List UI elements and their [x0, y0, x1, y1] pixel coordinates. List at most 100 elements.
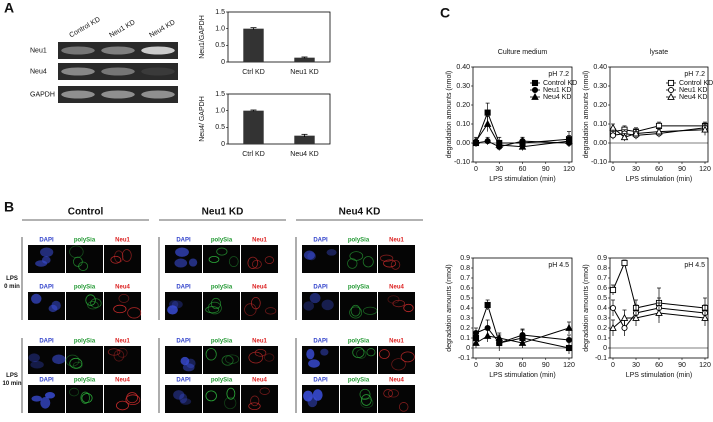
cell	[44, 392, 56, 399]
y-tick-label: 0.5	[460, 295, 470, 302]
cell	[303, 301, 315, 311]
legend-marker	[667, 79, 675, 87]
cell	[40, 247, 54, 258]
y-tick-label: 0.3	[460, 315, 470, 322]
legend-label: Neu4 KD	[543, 94, 571, 101]
panel-label: A	[4, 0, 14, 16]
cell	[188, 258, 198, 267]
micrograph	[378, 346, 415, 374]
micrograph	[241, 346, 278, 374]
channel-label: Neu1	[115, 339, 130, 345]
y-tick-label: 0.1	[460, 335, 470, 342]
y-tick-label: 0.5	[597, 295, 607, 302]
y-tick-label: 0.6	[597, 285, 607, 292]
y-tick-label: 0	[466, 345, 470, 352]
cell	[349, 306, 363, 319]
cell	[107, 348, 121, 356]
cell	[391, 358, 406, 371]
y-axis-label: degradation amounts (nmol)	[446, 264, 453, 352]
x-tick-label: Neu1 KD	[290, 69, 318, 76]
blot-band	[61, 46, 95, 55]
cell	[175, 247, 189, 257]
cell	[87, 301, 99, 310]
x-tick-label: Neu4 KD	[290, 151, 318, 158]
bar	[243, 28, 264, 63]
marker	[472, 329, 480, 337]
cell	[306, 348, 315, 360]
y-tick-label: 0.00	[593, 140, 607, 147]
cell	[362, 306, 378, 315]
condition-label: LPS	[6, 276, 18, 282]
channel-label: Neu4	[389, 285, 404, 291]
marker	[518, 338, 527, 346]
x-tick-label: 60	[655, 166, 663, 173]
cell	[259, 387, 270, 395]
cell	[35, 260, 48, 267]
condition-label: 10 min	[2, 381, 21, 387]
x-tick-label: 120	[563, 362, 575, 369]
cell	[205, 390, 217, 402]
marker	[609, 323, 617, 331]
y-tick-label: 0.4	[460, 305, 470, 312]
y-tick-label: 0	[221, 59, 225, 66]
channel-label: Neu4	[252, 378, 267, 384]
x-tick-label: 90	[542, 166, 550, 173]
micrograph	[66, 245, 103, 273]
cell	[247, 256, 259, 269]
x-tick-label: 60	[655, 362, 663, 369]
marker	[632, 313, 640, 321]
channel-label: DAPI	[39, 285, 54, 291]
channel-label: DAPI	[313, 339, 328, 345]
y-tick-label: 0.3	[597, 315, 607, 322]
marker	[472, 136, 480, 144]
y-tick-label: 1.5	[215, 9, 225, 16]
cell	[31, 395, 42, 402]
x-tick-label: 60	[519, 362, 527, 369]
marker	[701, 313, 709, 321]
channel-label: DAPI	[176, 339, 191, 345]
micrograph	[241, 385, 278, 413]
plot-frame	[227, 11, 331, 63]
annotation: pH 7.2	[684, 71, 705, 78]
row-label: Neu4	[30, 68, 47, 75]
marker	[655, 127, 663, 135]
cell	[174, 258, 188, 268]
marker	[609, 304, 617, 312]
cell	[72, 361, 83, 369]
panel-label: C	[440, 5, 450, 21]
channel-label: DAPI	[313, 285, 328, 291]
cell	[265, 307, 277, 315]
cell	[121, 249, 132, 262]
cell	[80, 391, 90, 404]
y-axis-label: Neu1/GAPDH	[199, 15, 206, 59]
x-tick-label: Ctrl KD	[242, 151, 265, 158]
channel-label: polySia	[211, 285, 233, 291]
x-axis-label: LPS stimulation (min)	[626, 372, 693, 379]
cell	[31, 293, 42, 304]
marker	[484, 109, 491, 116]
marker	[632, 129, 640, 137]
marker	[609, 132, 617, 139]
cell	[78, 261, 89, 271]
x-tick-label: 90	[542, 362, 550, 369]
x-tick-label: 0	[474, 166, 478, 173]
legend-label: Control KD	[679, 80, 713, 87]
x-axis-label: LPS stimulation (min)	[489, 176, 556, 183]
cell	[52, 354, 66, 365]
channel-label: polySia	[348, 238, 370, 244]
cell	[362, 256, 374, 268]
legend-label: Neu1 KD	[679, 87, 707, 94]
channel-label: DAPI	[39, 238, 54, 244]
channel-label: Neu1	[389, 339, 404, 345]
x-tick-label: 0	[474, 362, 478, 369]
lane-label: Neu4 KD	[148, 19, 176, 39]
micrograph	[165, 385, 202, 413]
channel-label: Neu4	[252, 285, 267, 291]
y-tick-label: 0.6	[460, 285, 470, 292]
marker	[483, 119, 492, 127]
micrograph	[203, 245, 240, 273]
y-tick-label: 0.5	[215, 42, 225, 49]
cell	[320, 348, 329, 356]
